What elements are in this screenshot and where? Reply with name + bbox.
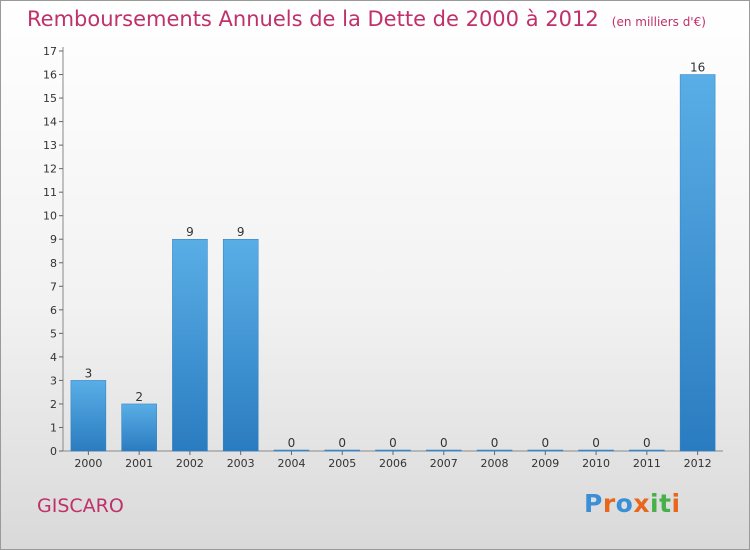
- y-tick-label: 16: [43, 69, 57, 82]
- data-label: 0: [491, 436, 499, 450]
- y-tick-label: 10: [43, 210, 57, 223]
- data-label: 0: [592, 436, 600, 450]
- y-tick-label: 11: [43, 186, 57, 199]
- y-tick-label: 8: [50, 257, 57, 270]
- data-label: 9: [237, 225, 245, 239]
- y-tick-label: 15: [43, 92, 57, 105]
- y-tick-label: 14: [43, 116, 57, 129]
- unit-text: (en milliers d'€): [611, 15, 706, 29]
- logo-letter: r: [602, 489, 616, 518]
- y-tick-label: 17: [43, 45, 57, 58]
- logo-letter: i: [650, 489, 660, 518]
- y-tick-label: 9: [50, 233, 57, 246]
- x-tick-label: 2010: [582, 457, 610, 470]
- data-label: 0: [643, 436, 651, 450]
- bar: [476, 449, 513, 452]
- y-tick-label: 0: [50, 445, 57, 458]
- data-label: 2: [135, 390, 143, 404]
- bar: [324, 449, 360, 452]
- commune-name: GISCARO: [37, 495, 124, 517]
- logo-letter: P: [584, 489, 603, 518]
- data-labels: 3 2 9 9 0 0 0 0 0 0 0 0 16: [85, 61, 706, 450]
- bar: [121, 403, 157, 452]
- bar: [172, 238, 208, 452]
- x-tick-label: 2012: [684, 457, 712, 470]
- x-tick-label: 2001: [125, 457, 153, 470]
- data-label: 0: [338, 436, 346, 450]
- bar: [426, 449, 462, 452]
- title-text: Remboursements Annuels de la Dette de 20…: [27, 7, 599, 31]
- x-tick-label: 2011: [633, 457, 661, 470]
- y-tick-label: 13: [43, 139, 57, 152]
- bars: [70, 74, 716, 452]
- y-tick-label: 1: [50, 421, 57, 434]
- data-label: 3: [85, 366, 93, 380]
- x-tick-label: 2006: [379, 457, 407, 470]
- logo-letter: o: [615, 489, 634, 518]
- logo-letter: t: [659, 489, 672, 518]
- x-tick-label: 2009: [531, 457, 559, 470]
- data-label: 9: [186, 225, 194, 239]
- y-tick-label: 6: [50, 304, 57, 317]
- x-tick-label: 2003: [227, 457, 255, 470]
- y-tick-label: 4: [50, 351, 57, 364]
- proxiti-logo: Proxiti: [584, 489, 681, 518]
- x-tick-label: 2000: [74, 457, 102, 470]
- x-tick-label: 2008: [481, 457, 509, 470]
- x-tick-label: 2005: [328, 457, 356, 470]
- y-tick-label: 2: [50, 398, 57, 411]
- data-label: 0: [541, 436, 549, 450]
- bar: [679, 74, 716, 452]
- y-tick-label: 7: [50, 280, 57, 293]
- x-tick-label: 2007: [430, 457, 458, 470]
- data-label: 0: [288, 436, 296, 450]
- bar: [629, 449, 665, 452]
- data-label: 16: [690, 61, 705, 75]
- logo-letter: x: [633, 489, 650, 518]
- x-tick-label: 2004: [277, 457, 305, 470]
- bar: [70, 380, 107, 452]
- y-tick-label: 5: [50, 327, 57, 340]
- data-label: 0: [389, 436, 397, 450]
- y-tick-label: 3: [50, 374, 57, 387]
- bar: [527, 449, 564, 452]
- bar: [375, 449, 411, 452]
- bar: [273, 449, 310, 452]
- logo-letter: i: [671, 489, 681, 518]
- bar: [578, 449, 614, 452]
- data-label: 0: [440, 436, 448, 450]
- bar: [222, 238, 259, 452]
- y-tick-label: 12: [43, 163, 57, 176]
- chart-title: Remboursements Annuels de la Dette de 20…: [27, 7, 706, 31]
- x-tick-label: 2002: [176, 457, 204, 470]
